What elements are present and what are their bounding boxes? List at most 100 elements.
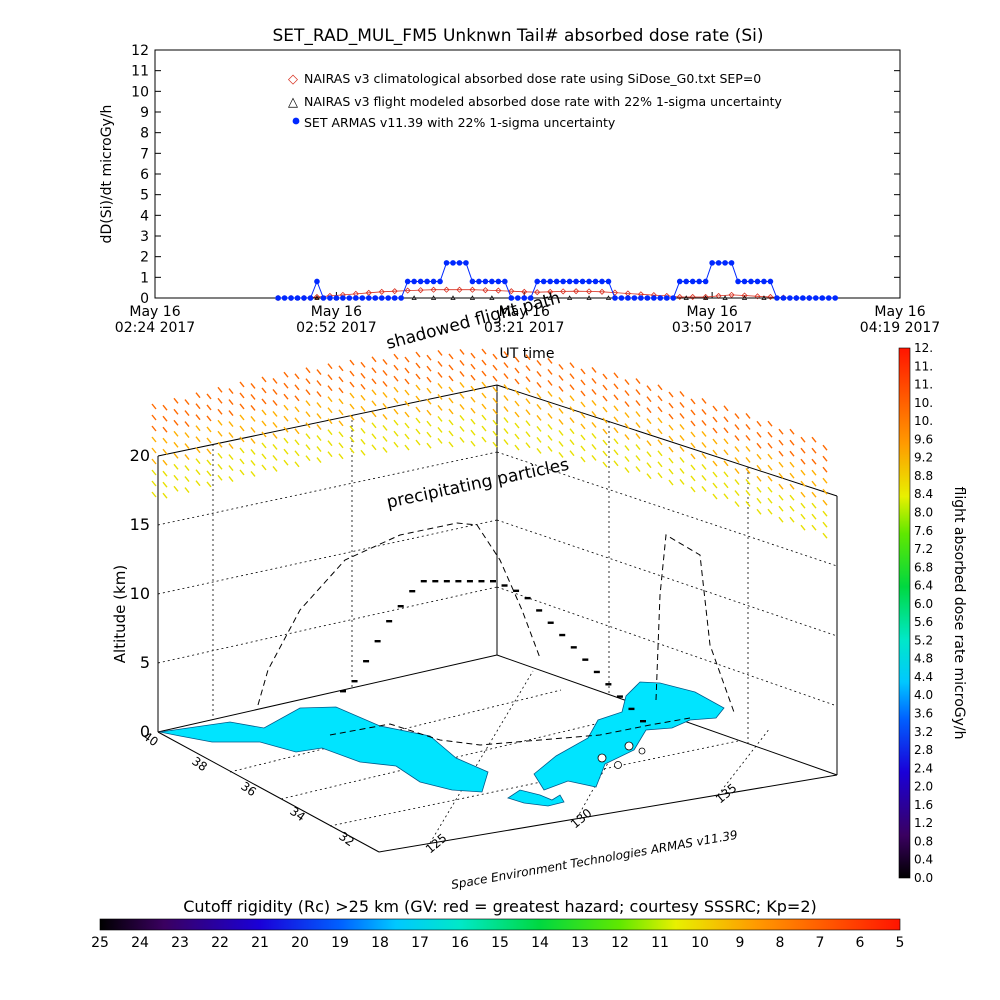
particle-mark xyxy=(811,458,817,465)
particle-mark xyxy=(195,414,201,421)
x-tick-label: May 16 xyxy=(129,304,180,320)
particle-mark xyxy=(580,445,586,452)
particle-mark xyxy=(602,461,608,468)
particle-mark xyxy=(756,486,762,493)
particle-mark xyxy=(624,390,630,397)
particle-mark xyxy=(646,462,652,469)
particle-mark xyxy=(470,363,476,370)
colorbar-right-tick-label: 0.8 xyxy=(914,834,933,848)
x-tick-label: 02:24 2017 xyxy=(115,320,195,336)
particle-mark xyxy=(492,441,498,448)
particle-mark xyxy=(712,427,718,434)
particle-mark xyxy=(261,420,267,427)
data-point-armas xyxy=(748,278,754,285)
data-point-armas xyxy=(333,295,340,301)
particle-mark xyxy=(536,415,542,421)
flight-track-point xyxy=(570,646,577,649)
colorbar-right-tick-label: 7.6 xyxy=(914,524,933,538)
particle-mark xyxy=(382,403,388,409)
particle-mark xyxy=(811,524,817,531)
data-point-nairas-clim xyxy=(508,288,515,295)
particle-mark xyxy=(294,406,300,413)
data-point-armas xyxy=(508,295,515,301)
particle-mark xyxy=(338,420,344,427)
x-tick-label: 02:52 2017 xyxy=(296,320,376,336)
particle-mark xyxy=(712,482,718,489)
z-tick-label: 5 xyxy=(140,653,150,672)
particle-mark xyxy=(657,450,663,457)
data-point-armas xyxy=(676,278,683,285)
particle-mark xyxy=(580,412,586,419)
particle-mark xyxy=(800,524,806,531)
particle-mark xyxy=(679,402,685,408)
particle-mark xyxy=(316,369,322,376)
particle-mark xyxy=(800,513,806,520)
colorbar-right-tick-label: 6.4 xyxy=(914,579,933,593)
particle-mark xyxy=(745,489,751,496)
colorbar-bottom xyxy=(99,918,901,931)
particle-mark xyxy=(206,459,212,466)
particle-mark xyxy=(459,382,465,388)
particle-mark xyxy=(525,431,531,438)
particle-mark xyxy=(668,468,674,475)
particle-mark xyxy=(349,381,355,388)
particle-mark xyxy=(195,447,201,454)
particle-mark xyxy=(327,440,333,447)
particle-mark xyxy=(349,447,355,454)
y-tick-label: 0 xyxy=(140,291,149,307)
particle-mark xyxy=(305,378,311,385)
data-point-nairas-flight xyxy=(469,295,476,300)
flight-track-point xyxy=(616,695,623,698)
flight-track-point xyxy=(351,680,358,683)
particle-mark xyxy=(327,374,333,381)
data-point-armas xyxy=(553,278,560,285)
data-point-armas xyxy=(644,295,651,301)
data-point-armas xyxy=(443,260,450,266)
particle-mark xyxy=(316,446,322,453)
particle-mark xyxy=(756,475,762,482)
particle-mark xyxy=(371,367,377,374)
legend-marker-armas xyxy=(292,117,300,125)
shadow-path xyxy=(257,522,736,746)
particle-mark xyxy=(503,351,509,358)
colorbar-right-tick-label: 12. xyxy=(914,341,933,355)
particle-mark xyxy=(228,465,234,472)
particle-mark xyxy=(646,407,652,414)
particle-mark xyxy=(294,450,300,457)
particle-mark xyxy=(426,442,432,449)
particle-mark xyxy=(525,409,531,416)
colorbar-bottom-tick-label: 24 xyxy=(131,935,149,951)
data-point-nairas-flight xyxy=(586,295,592,300)
particle-mark xyxy=(316,380,322,387)
lat-tick-label: 38 xyxy=(189,754,210,774)
data-point-armas xyxy=(391,295,398,301)
particle-mark xyxy=(250,459,256,466)
particle-mark xyxy=(657,395,663,402)
data-point-armas xyxy=(372,295,379,301)
particle-mark xyxy=(360,449,366,456)
particle-mark xyxy=(679,413,685,419)
particle-mark xyxy=(712,460,718,467)
data-point-armas xyxy=(307,295,314,301)
particle-mark xyxy=(184,454,190,460)
particle-mark xyxy=(591,378,597,384)
map-points xyxy=(597,741,646,769)
particle-mark xyxy=(371,433,377,440)
particle-mark xyxy=(690,464,696,471)
particle-mark xyxy=(338,409,344,416)
particle-mark xyxy=(426,431,432,438)
particle-mark xyxy=(250,470,256,477)
particle-mark xyxy=(613,383,619,390)
particle-mark xyxy=(624,445,630,452)
particle-mark xyxy=(316,435,322,442)
data-point-armas xyxy=(398,295,404,301)
flight-track xyxy=(340,580,646,723)
particle-mark xyxy=(184,432,190,438)
colorbar-right-tick-label: 5.6 xyxy=(914,615,933,629)
particle-mark xyxy=(558,364,564,370)
particle-mark xyxy=(811,502,817,509)
particle-mark xyxy=(459,426,465,432)
particle-mark xyxy=(162,437,168,444)
flight-track-point xyxy=(420,580,427,583)
